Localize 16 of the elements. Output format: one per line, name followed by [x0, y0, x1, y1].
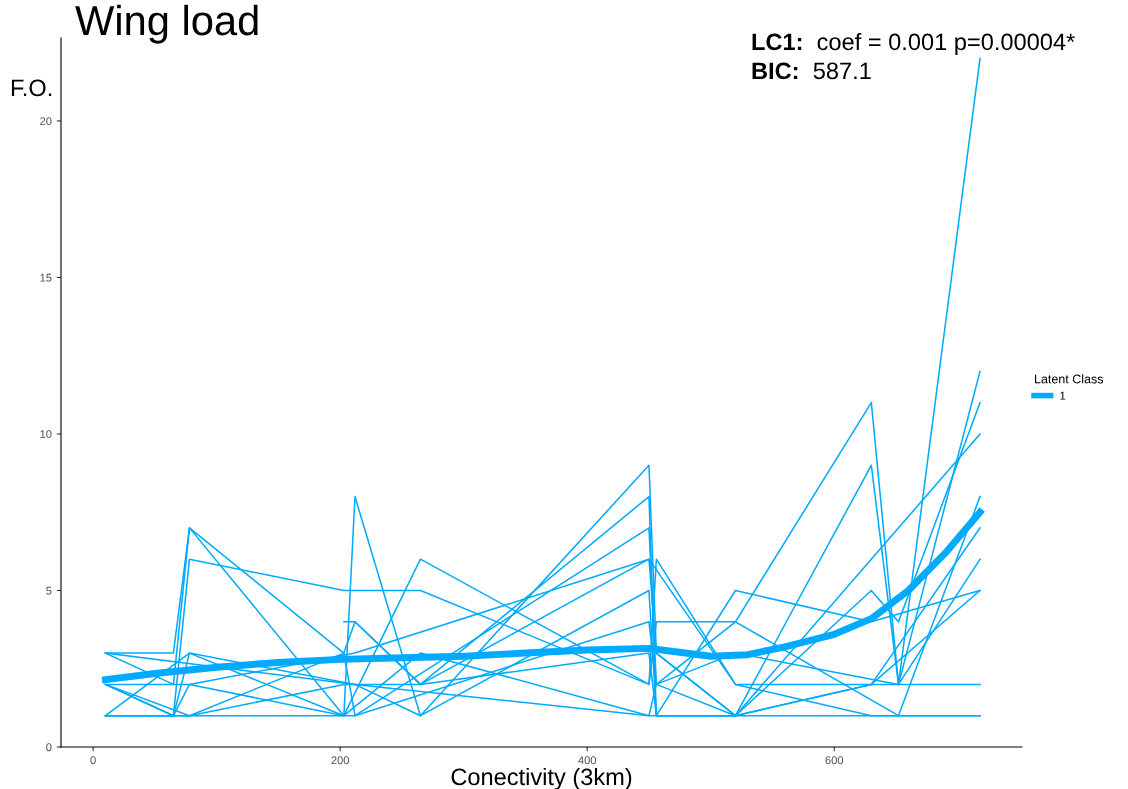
y-tick-label: 20	[40, 117, 52, 126]
y-tick-label: 0	[46, 743, 52, 752]
x-tick-label: 0	[90, 756, 96, 765]
x-tick-label: 400	[578, 756, 597, 765]
chart-title: Wing load	[75, 4, 258, 44]
x-tick-label: 600	[825, 756, 844, 765]
y-tick-label: 5	[46, 586, 52, 595]
y-axis-title: F.O.	[11, 79, 52, 97]
annotation: BIC: 587.1	[752, 62, 871, 80]
x-axis-title: Conectivity (3km)	[451, 767, 632, 789]
y-tick-label: 15	[40, 273, 52, 282]
annotation: LC1: coef = 0.001 p=0.00004*	[752, 32, 1075, 55]
x-tick-label: 200	[331, 756, 349, 765]
y-tick-label: 10	[40, 430, 52, 439]
legend-title: Latent Class	[1035, 374, 1104, 384]
legend-label: 1	[1060, 391, 1066, 400]
